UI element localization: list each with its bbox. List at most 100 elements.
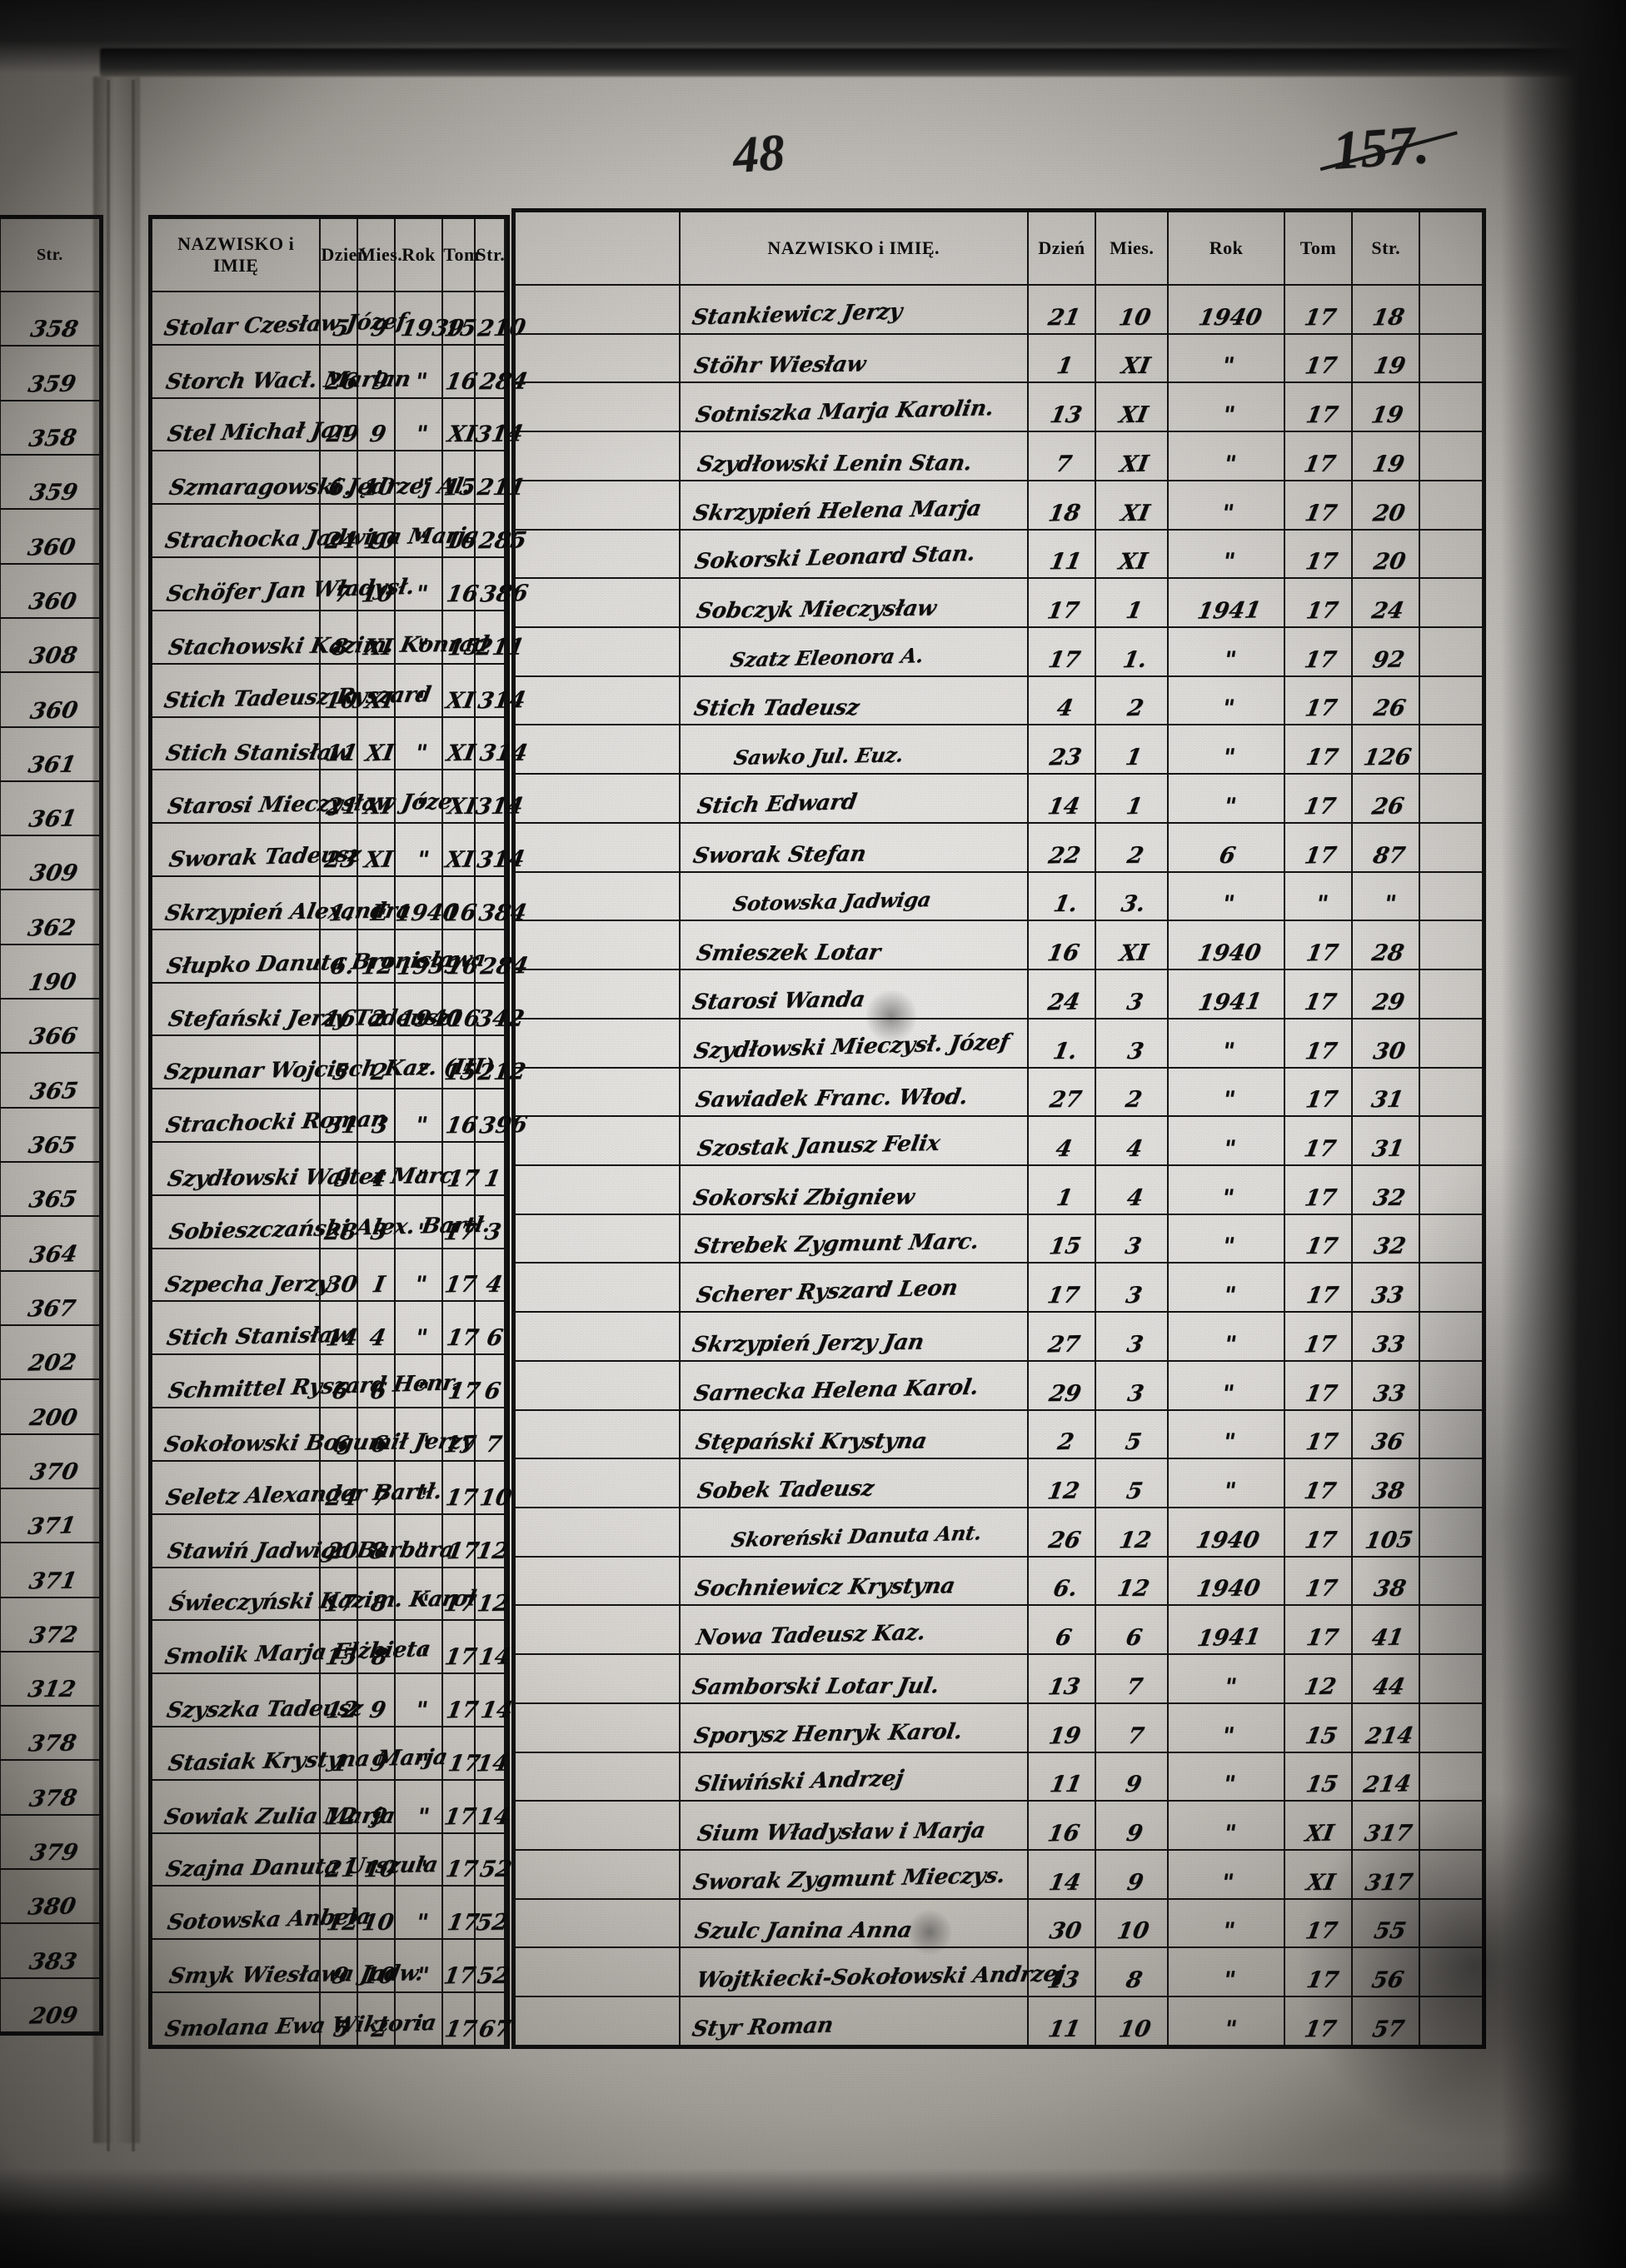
cell-year: 1940 [1167,1506,1285,1558]
cell-day: 24 [319,1459,360,1515]
cell-month: 1 [1095,773,1170,824]
cell-volume-value: 15 [442,315,479,342]
right-spill-cell [514,1751,681,1802]
cell-year: " [393,556,444,611]
cell-year-value: " [1220,1038,1237,1064]
cell-page: 126 [1351,724,1421,775]
cell-year-value: 1941 [1195,597,1264,625]
cell-month: XI [1095,920,1170,971]
cell-month-value: 10 [361,1962,397,1990]
cell-day: 14 [1026,1849,1097,1900]
cell-page-value: 211 [475,475,527,501]
right-margin-cell [1419,1017,1484,1069]
right-margin-cell [1419,675,1484,726]
cell-page-value: 126 [1361,744,1414,771]
cell-month-value: 10 [1115,1917,1151,1945]
cell-year: " [1167,1311,1285,1362]
cell-month: 10 [357,450,397,506]
cell-volume: 16 [441,928,481,984]
cell-volume-value: 17 [1303,695,1339,722]
cell-day-value: 24 [1045,989,1082,1016]
cell-name: Stolar Czesław Józef [150,291,408,346]
cell-year-value: " [1220,891,1236,918]
cell-page-value: 29 [1370,989,1407,1016]
cell-month-value: 10 [361,474,397,501]
cell-year: " [1167,1262,1285,1313]
left-table-body: Stolar Czesław Józef 5 9 1939 15 210 Storch Wa… [150,291,530,2046]
stub-row: 16371 [0,1542,102,1598]
cell-year-value: " [414,634,430,660]
left-header-day: Dzień [319,217,367,292]
cell-day: 5 [319,1991,359,2046]
cell-page: 314 [473,715,529,771]
cell-volume-value: " [1313,891,1329,918]
stub-cell-page: 383 [0,1922,102,1979]
cell-page: 314 [473,396,525,452]
cell-month: 2 [357,981,396,1037]
cell-year-value: " [413,1750,430,1777]
stub-cell-page: 360 [0,671,102,728]
cell-year-value: " [413,1165,430,1192]
cell-year: " [393,1885,444,1941]
cell-month: 10 [1095,1897,1170,1949]
cell-day-value: 30 [1047,1918,1084,1945]
cell-name: Szostak Janusz Felix [678,1115,1029,1166]
cell-day-value: 6. [327,475,355,501]
stub-cell-page-value: 361 [26,751,78,779]
stub-row: 16383 [0,1922,102,1979]
cell-month-value: 6 [369,1431,390,1458]
cell-month-value: 10 [360,1909,397,1937]
right-spill-cell [514,284,681,335]
stub-cell-page: 372 [0,1596,102,1652]
table-row: Stawiń Jadwiga Barbara 20 8 " 17 12 [150,1513,511,1568]
cell-volume-value: XI [443,846,476,874]
cell-day: 5 [319,1034,359,1090]
cell-volume: 17 [1283,1555,1354,1607]
table-row: Starosi Wanda 24 3 1941 17 29 [514,969,1484,1019]
cell-year: " [393,1619,444,1675]
cell-year: 1940 [1167,284,1285,335]
stub-cell-page-value: 209 [27,2002,80,2030]
cell-year-value: " [412,1325,429,1352]
right-spill-cell [514,528,681,580]
cell-month-value: 4 [1125,1184,1145,1211]
cell-name: Szpecha Jerzy [150,1247,332,1303]
cell-year: " [393,1938,444,1993]
cell-volume-value: 17 [442,1643,479,1671]
cell-year-value: " [1221,1478,1238,1505]
cell-month-value: 3 [1125,1331,1146,1358]
cell-name: Słupko Danuta Bronisława [150,928,487,984]
folio-number-right-text: 157. [1330,114,1431,182]
cell-name: Sporysz Henryk Karol. [678,1702,1029,1753]
cell-page-value: 36 [1369,1429,1406,1456]
cell-month-value: XI [1116,548,1150,576]
stub-cell-page: 360 [0,562,102,619]
cell-day: 1 [319,1725,359,1781]
cell-month-value: 5 [1123,1428,1144,1456]
cell-volume-value: 17 [1303,1380,1339,1407]
cell-volume-value: 17 [441,1219,479,1245]
cell-year: " [1167,1359,1285,1411]
cell-name: Starosi Wanda [678,969,1029,1019]
cell-day: 16 [319,981,358,1037]
cell-volume: XI [441,822,476,877]
right-margin-cell [1419,1653,1484,1704]
cell-page: 105 [1351,1506,1421,1558]
cell-volume-value: 17 [1304,1086,1339,1114]
cell-year-value: " [414,1591,430,1618]
table-row: Sokołowski Bogumił Jerzy 6 6 " 17 7 [150,1407,508,1462]
cell-page: 10 [473,1459,513,1515]
cell-name: Sium Władysław i Marja [678,1800,1029,1851]
cell-day: 28 [319,1194,359,1249]
cell-day: 1. [1026,870,1097,922]
cell-volume: 17 [1283,577,1354,629]
cell-month-value: I [372,1272,387,1298]
table-row: Stępański Krystyna 2 5 " 17 36 [514,1408,1484,1460]
cell-name: Skrzypień Jerzy Jan [678,1311,1029,1362]
cell-volume: 15 [1283,1702,1354,1753]
cell-month-value: XI [362,846,396,874]
cell-volume-value: 17 [1304,1282,1340,1309]
cell-name-value: Sotowska Jadwiga [731,887,933,916]
cell-year: " [393,1300,444,1356]
cell-day-value: 8 [330,634,351,660]
